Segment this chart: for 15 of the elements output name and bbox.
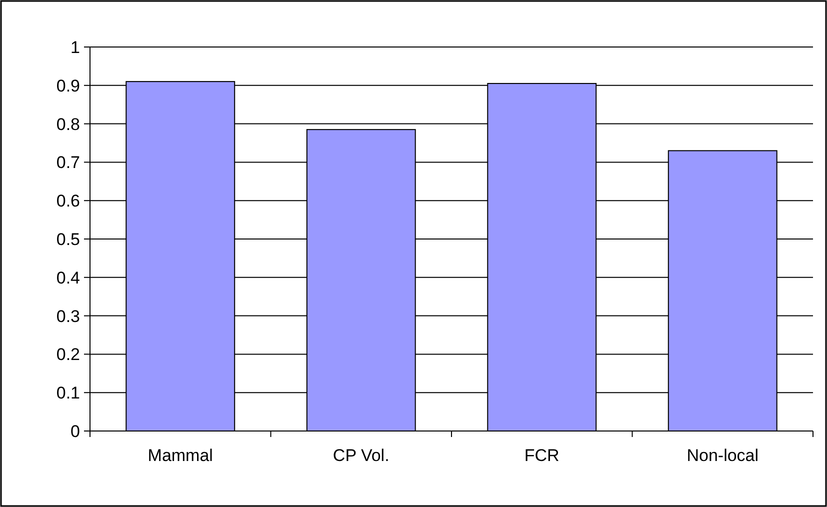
x-tick-label: Mammal xyxy=(148,446,213,465)
y-tick-label: 0.4 xyxy=(56,268,80,288)
x-tick-label: FCR xyxy=(524,446,560,465)
y-tick-label: 0.2 xyxy=(56,345,80,364)
y-tick-label: 0.1 xyxy=(56,384,80,403)
y-tick-label: 0.8 xyxy=(56,114,80,134)
y-tick-label: 0.7 xyxy=(56,153,80,172)
y-tick-label: 0.6 xyxy=(56,192,80,211)
x-tick-label: Non-local xyxy=(686,446,759,465)
y-tick-label: 0.3 xyxy=(56,306,80,326)
y-tick-label: 1 xyxy=(70,38,80,57)
y-tick-label: 0.5 xyxy=(56,230,80,249)
y-tick-label: 0.9 xyxy=(56,76,80,96)
x-tick-label: CP Vol. xyxy=(332,446,390,465)
y-tick-label: 0 xyxy=(70,422,80,441)
